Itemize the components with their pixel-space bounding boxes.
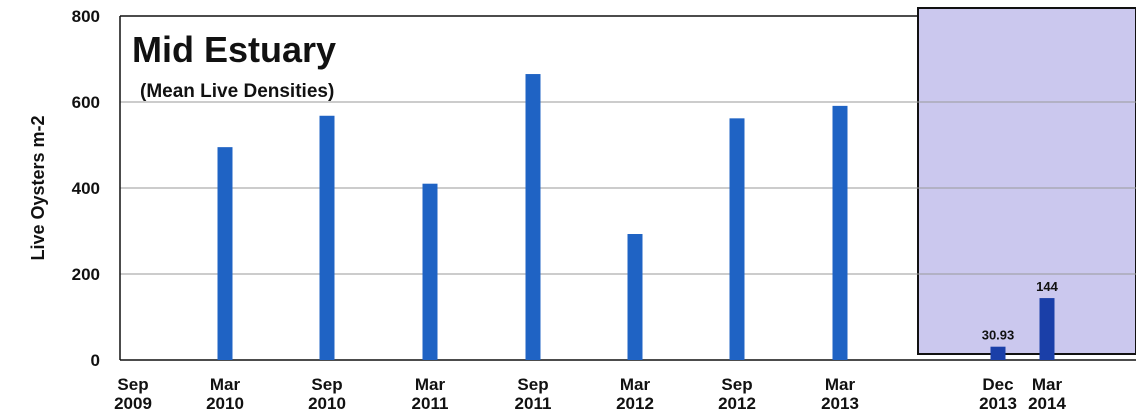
bar <box>217 147 233 360</box>
x-tick-label-year: 2010 <box>308 394 346 413</box>
x-tick-label-month: Mar <box>415 375 446 394</box>
y-tick-label: 800 <box>72 7 100 26</box>
bar <box>832 105 848 361</box>
x-tick-label-year: 2009 <box>114 394 152 413</box>
y-tick-label: 0 <box>91 351 100 370</box>
bar <box>525 74 541 361</box>
x-tick-label-year: 2011 <box>412 394 449 413</box>
y-tick-label: 600 <box>72 93 100 112</box>
x-tick-label-year: 2013 <box>821 394 859 413</box>
data-label: 144 <box>1036 279 1058 294</box>
bars <box>217 74 1055 361</box>
x-tick-label-month: Sep <box>721 375 752 394</box>
x-tick-label-month: Sep <box>311 375 342 394</box>
x-tick-label-month: Mar <box>620 375 651 394</box>
bar <box>729 118 745 360</box>
bar <box>1039 298 1055 360</box>
data-label: 30.93 <box>982 328 1015 343</box>
x-tick-label-month: Sep <box>517 375 548 394</box>
chart-subtitle: (Mean Live Densities) <box>140 81 334 102</box>
x-tick-label-month: Mar <box>825 375 856 394</box>
y-axis-label: Live Oysters m-2 <box>28 115 48 260</box>
x-tick-label-year: 2010 <box>206 394 244 413</box>
y-tick-label: 200 <box>72 265 100 284</box>
x-tick-label-year: 2012 <box>718 394 756 413</box>
y-tick-labels: 0 200 400 600 800 <box>72 7 100 370</box>
data-labels: 30.93 144 <box>982 279 1059 343</box>
y-tick-label: 400 <box>72 179 100 198</box>
x-tick-label-month: Mar <box>210 375 241 394</box>
x-tick-label-month: Sep <box>117 375 148 394</box>
x-tick-label-year: 2014 <box>1028 394 1066 413</box>
bar <box>422 183 438 360</box>
bar <box>319 115 335 360</box>
x-tick-label-month: Dec <box>982 375 1013 394</box>
bar <box>627 234 643 360</box>
x-tick-label-year: 2013 <box>979 394 1017 413</box>
highlight-region <box>917 7 1136 355</box>
x-tick-label-month: Mar <box>1032 375 1063 394</box>
x-tick-label-year: 2012 <box>616 394 654 413</box>
x-tick-label-year: 2011 <box>515 394 552 413</box>
x-tick-labels: Sep2009Mar2010Sep2010Mar2011Sep2011Mar20… <box>114 375 1066 413</box>
bar <box>990 346 1006 360</box>
chart-title: Mid Estuary <box>132 29 336 70</box>
